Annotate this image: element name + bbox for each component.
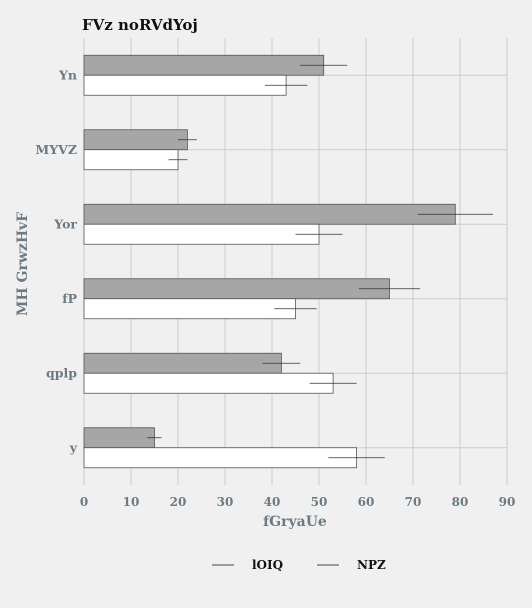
bar xyxy=(83,149,179,171)
legend: lOIQ NPZ xyxy=(212,558,386,572)
category-label: y xyxy=(69,440,78,455)
bar xyxy=(83,447,358,469)
category-label: qplp xyxy=(46,365,77,380)
bar xyxy=(83,352,282,374)
category-label: Yor xyxy=(53,216,77,231)
bar xyxy=(83,278,390,300)
bar xyxy=(83,427,155,449)
x-tick-label: 40 xyxy=(264,495,281,509)
x-tick-label: 90 xyxy=(499,495,516,509)
bar xyxy=(83,54,325,76)
bars xyxy=(83,54,493,469)
category-label: Yn xyxy=(58,67,77,82)
bar xyxy=(83,372,334,394)
x-axis-title: fGryaUe xyxy=(263,514,327,530)
category-label: MYVZ xyxy=(35,142,77,157)
x-tick-label: 10 xyxy=(123,495,140,509)
y-axis-title: MH GrwzHvF xyxy=(15,212,31,316)
bar xyxy=(83,203,456,225)
chart-title: FVz noRVdYoj xyxy=(82,16,198,34)
x-tick-label: 80 xyxy=(452,495,469,509)
category-labels: Yn MYVZ Yor fP qplp y xyxy=(35,67,77,455)
x-tick-label: 70 xyxy=(405,495,422,509)
x-tick-label: 60 xyxy=(358,495,375,509)
x-tick-label: 30 xyxy=(217,495,234,509)
x-tick-label: 20 xyxy=(170,495,187,509)
legend-label: lOIQ xyxy=(252,558,283,572)
x-tick-label: 0 xyxy=(80,495,88,509)
bar xyxy=(83,298,296,320)
x-tick-labels: 0 10 20 30 40 50 60 70 80 90 xyxy=(80,495,516,509)
bar xyxy=(83,74,287,96)
grid xyxy=(83,38,508,485)
legend-label: NPZ xyxy=(357,558,386,572)
bar xyxy=(83,223,320,245)
bar xyxy=(83,129,188,151)
x-tick-label: 50 xyxy=(311,495,328,509)
category-label: fP xyxy=(62,291,77,306)
